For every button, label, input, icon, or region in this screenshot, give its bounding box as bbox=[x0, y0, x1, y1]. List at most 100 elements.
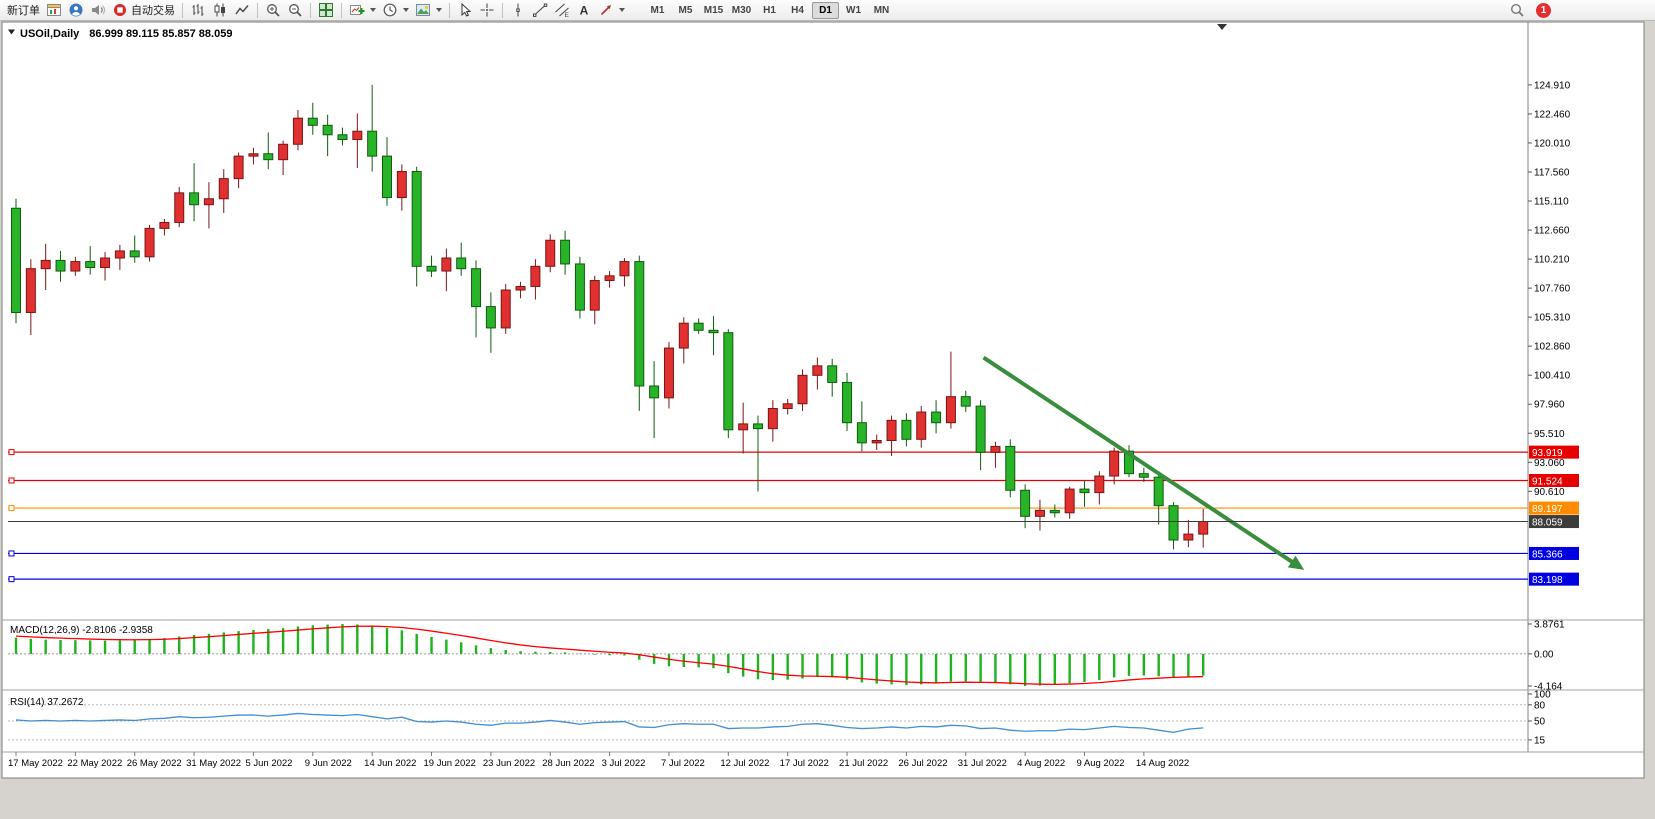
timeframe-button-m1[interactable]: M1 bbox=[644, 2, 671, 19]
candle-body bbox=[129, 250, 140, 258]
zoom-in-button[interactable] bbox=[262, 1, 284, 20]
price-tag: 85.366 bbox=[1532, 549, 1563, 560]
current-price-tag-bg bbox=[1529, 515, 1579, 529]
text-label-button[interactable]: A bbox=[573, 1, 595, 20]
date-axis-label: 12 Jul 2022 bbox=[720, 758, 769, 769]
candle-body bbox=[441, 257, 452, 272]
candle-body bbox=[203, 198, 214, 206]
macd-axis-label: 3.8761 bbox=[1534, 620, 1565, 631]
arrows-tool-button[interactable] bbox=[595, 1, 628, 20]
price-tag: 91.524 bbox=[1532, 476, 1563, 487]
zoom-in-icon bbox=[267, 4, 280, 17]
candle-body bbox=[545, 239, 556, 267]
new-order-button[interactable]: 新订单 bbox=[4, 1, 43, 20]
timeframe-button-h4[interactable]: H4 bbox=[784, 2, 811, 19]
date-axis-label: 14 Jun 2022 bbox=[364, 758, 416, 769]
trend-arrow-line[interactable] bbox=[982, 355, 1295, 565]
date-axis-label: 31 May 2022 bbox=[186, 758, 241, 769]
price-axis-label: 124.910 bbox=[1534, 80, 1571, 91]
autotrading-status-icon bbox=[114, 4, 126, 16]
timeframe-button-m30[interactable]: M30 bbox=[728, 2, 755, 19]
chart-window-button[interactable] bbox=[43, 1, 65, 20]
candle-body bbox=[797, 374, 808, 405]
dropdown-caret-icon bbox=[370, 8, 376, 12]
timeframe-button-d1[interactable]: D1 bbox=[812, 1, 839, 19]
candle-body bbox=[1183, 533, 1194, 541]
hline-handle[interactable] bbox=[8, 576, 15, 583]
candle-body bbox=[218, 178, 229, 200]
line-chart-icon bbox=[235, 5, 249, 15]
vertical-line-button[interactable] bbox=[507, 1, 529, 20]
candle-body bbox=[1079, 488, 1090, 494]
candlestick-chart-button[interactable] bbox=[209, 1, 231, 20]
tile-windows-button[interactable] bbox=[315, 1, 337, 20]
line-chart-button[interactable] bbox=[231, 1, 253, 20]
macd-signal-line bbox=[15, 625, 1204, 685]
arrows-tool-icon bbox=[600, 5, 611, 16]
bar-chart-button[interactable] bbox=[187, 1, 209, 20]
timeframe-button-h1[interactable]: H1 bbox=[756, 2, 783, 19]
candle-body bbox=[1034, 509, 1045, 517]
sound-icon bbox=[92, 5, 106, 15]
price-axis-label: 93.060 bbox=[1534, 458, 1565, 469]
timeframe-button-mn[interactable]: MN bbox=[868, 2, 895, 19]
candle-body bbox=[233, 155, 244, 180]
new-chart-button[interactable] bbox=[346, 1, 379, 20]
template-button[interactable] bbox=[412, 1, 445, 20]
candle-body bbox=[25, 268, 36, 314]
price-tag-bg bbox=[1529, 572, 1579, 586]
profile-button[interactable] bbox=[65, 1, 87, 20]
rsi-axis-label: 80 bbox=[1534, 700, 1546, 711]
cursor-icon bbox=[461, 2, 472, 17]
search-button[interactable] bbox=[1506, 1, 1528, 20]
zoom-out-button[interactable] bbox=[284, 1, 306, 20]
equidistant-channel-icon: E bbox=[555, 3, 570, 18]
price-axis-label: 102.860 bbox=[1534, 342, 1571, 353]
hline-handle[interactable] bbox=[8, 477, 15, 484]
dropdown-caret-icon bbox=[403, 8, 409, 12]
notification-count: 1 bbox=[1540, 4, 1547, 16]
hline-handle[interactable] bbox=[8, 449, 15, 456]
cursor-button[interactable] bbox=[454, 1, 476, 20]
candle-body bbox=[85, 261, 96, 268]
trend-arrow-head[interactable] bbox=[1287, 555, 1305, 570]
price-axis-label: 95.510 bbox=[1534, 429, 1565, 440]
price-axis-label: 107.760 bbox=[1534, 284, 1571, 295]
candle-body bbox=[604, 275, 615, 282]
crosshair-button[interactable] bbox=[476, 1, 498, 20]
autotrading-label: 自动交易 bbox=[131, 5, 175, 17]
price-axis-label: 117.560 bbox=[1534, 167, 1570, 178]
trendline-icon bbox=[533, 3, 548, 17]
equidistant-channel-button[interactable]: E bbox=[551, 1, 573, 20]
timeframe-button-m5[interactable]: M5 bbox=[672, 2, 699, 19]
candle-body bbox=[1049, 509, 1060, 514]
chart-window-icon bbox=[47, 4, 61, 16]
candle-body bbox=[485, 306, 496, 329]
candle-body bbox=[767, 407, 778, 430]
price-axis-label: 110.210 bbox=[1534, 255, 1570, 266]
candle-body bbox=[1198, 521, 1209, 535]
autotrading-button[interactable]: 自动交易 bbox=[109, 1, 178, 20]
trendline-button[interactable] bbox=[529, 1, 551, 20]
chart-shift-marker[interactable] bbox=[1217, 24, 1227, 30]
period-clock-button[interactable] bbox=[379, 1, 412, 20]
price-axis-label: 100.410 bbox=[1534, 371, 1571, 382]
date-axis-label: 5 Jun 2022 bbox=[245, 758, 292, 769]
zoom-out-icon bbox=[289, 4, 302, 17]
svg-text:A: A bbox=[580, 4, 589, 18]
chart-symbol-period: USOil,Daily bbox=[20, 28, 80, 40]
main-plot-area[interactable] bbox=[8, 24, 1528, 620]
sound-button[interactable] bbox=[87, 1, 109, 20]
candle-body bbox=[40, 259, 51, 270]
collapse-icon[interactable] bbox=[8, 29, 15, 35]
notification-badge[interactable]: 1 bbox=[1536, 2, 1551, 18]
candle-body bbox=[248, 153, 259, 157]
text-label-icon: A bbox=[580, 4, 589, 18]
timeframe-button-w1[interactable]: W1 bbox=[840, 2, 867, 19]
dropdown-caret-icon bbox=[619, 8, 625, 12]
hline-handle[interactable] bbox=[8, 505, 15, 512]
timeframe-button-m15[interactable]: M15 bbox=[700, 2, 727, 19]
hline-handle[interactable] bbox=[8, 550, 15, 557]
date-axis-label: 9 Jun 2022 bbox=[305, 758, 352, 769]
dropdown-caret-icon bbox=[436, 8, 442, 12]
